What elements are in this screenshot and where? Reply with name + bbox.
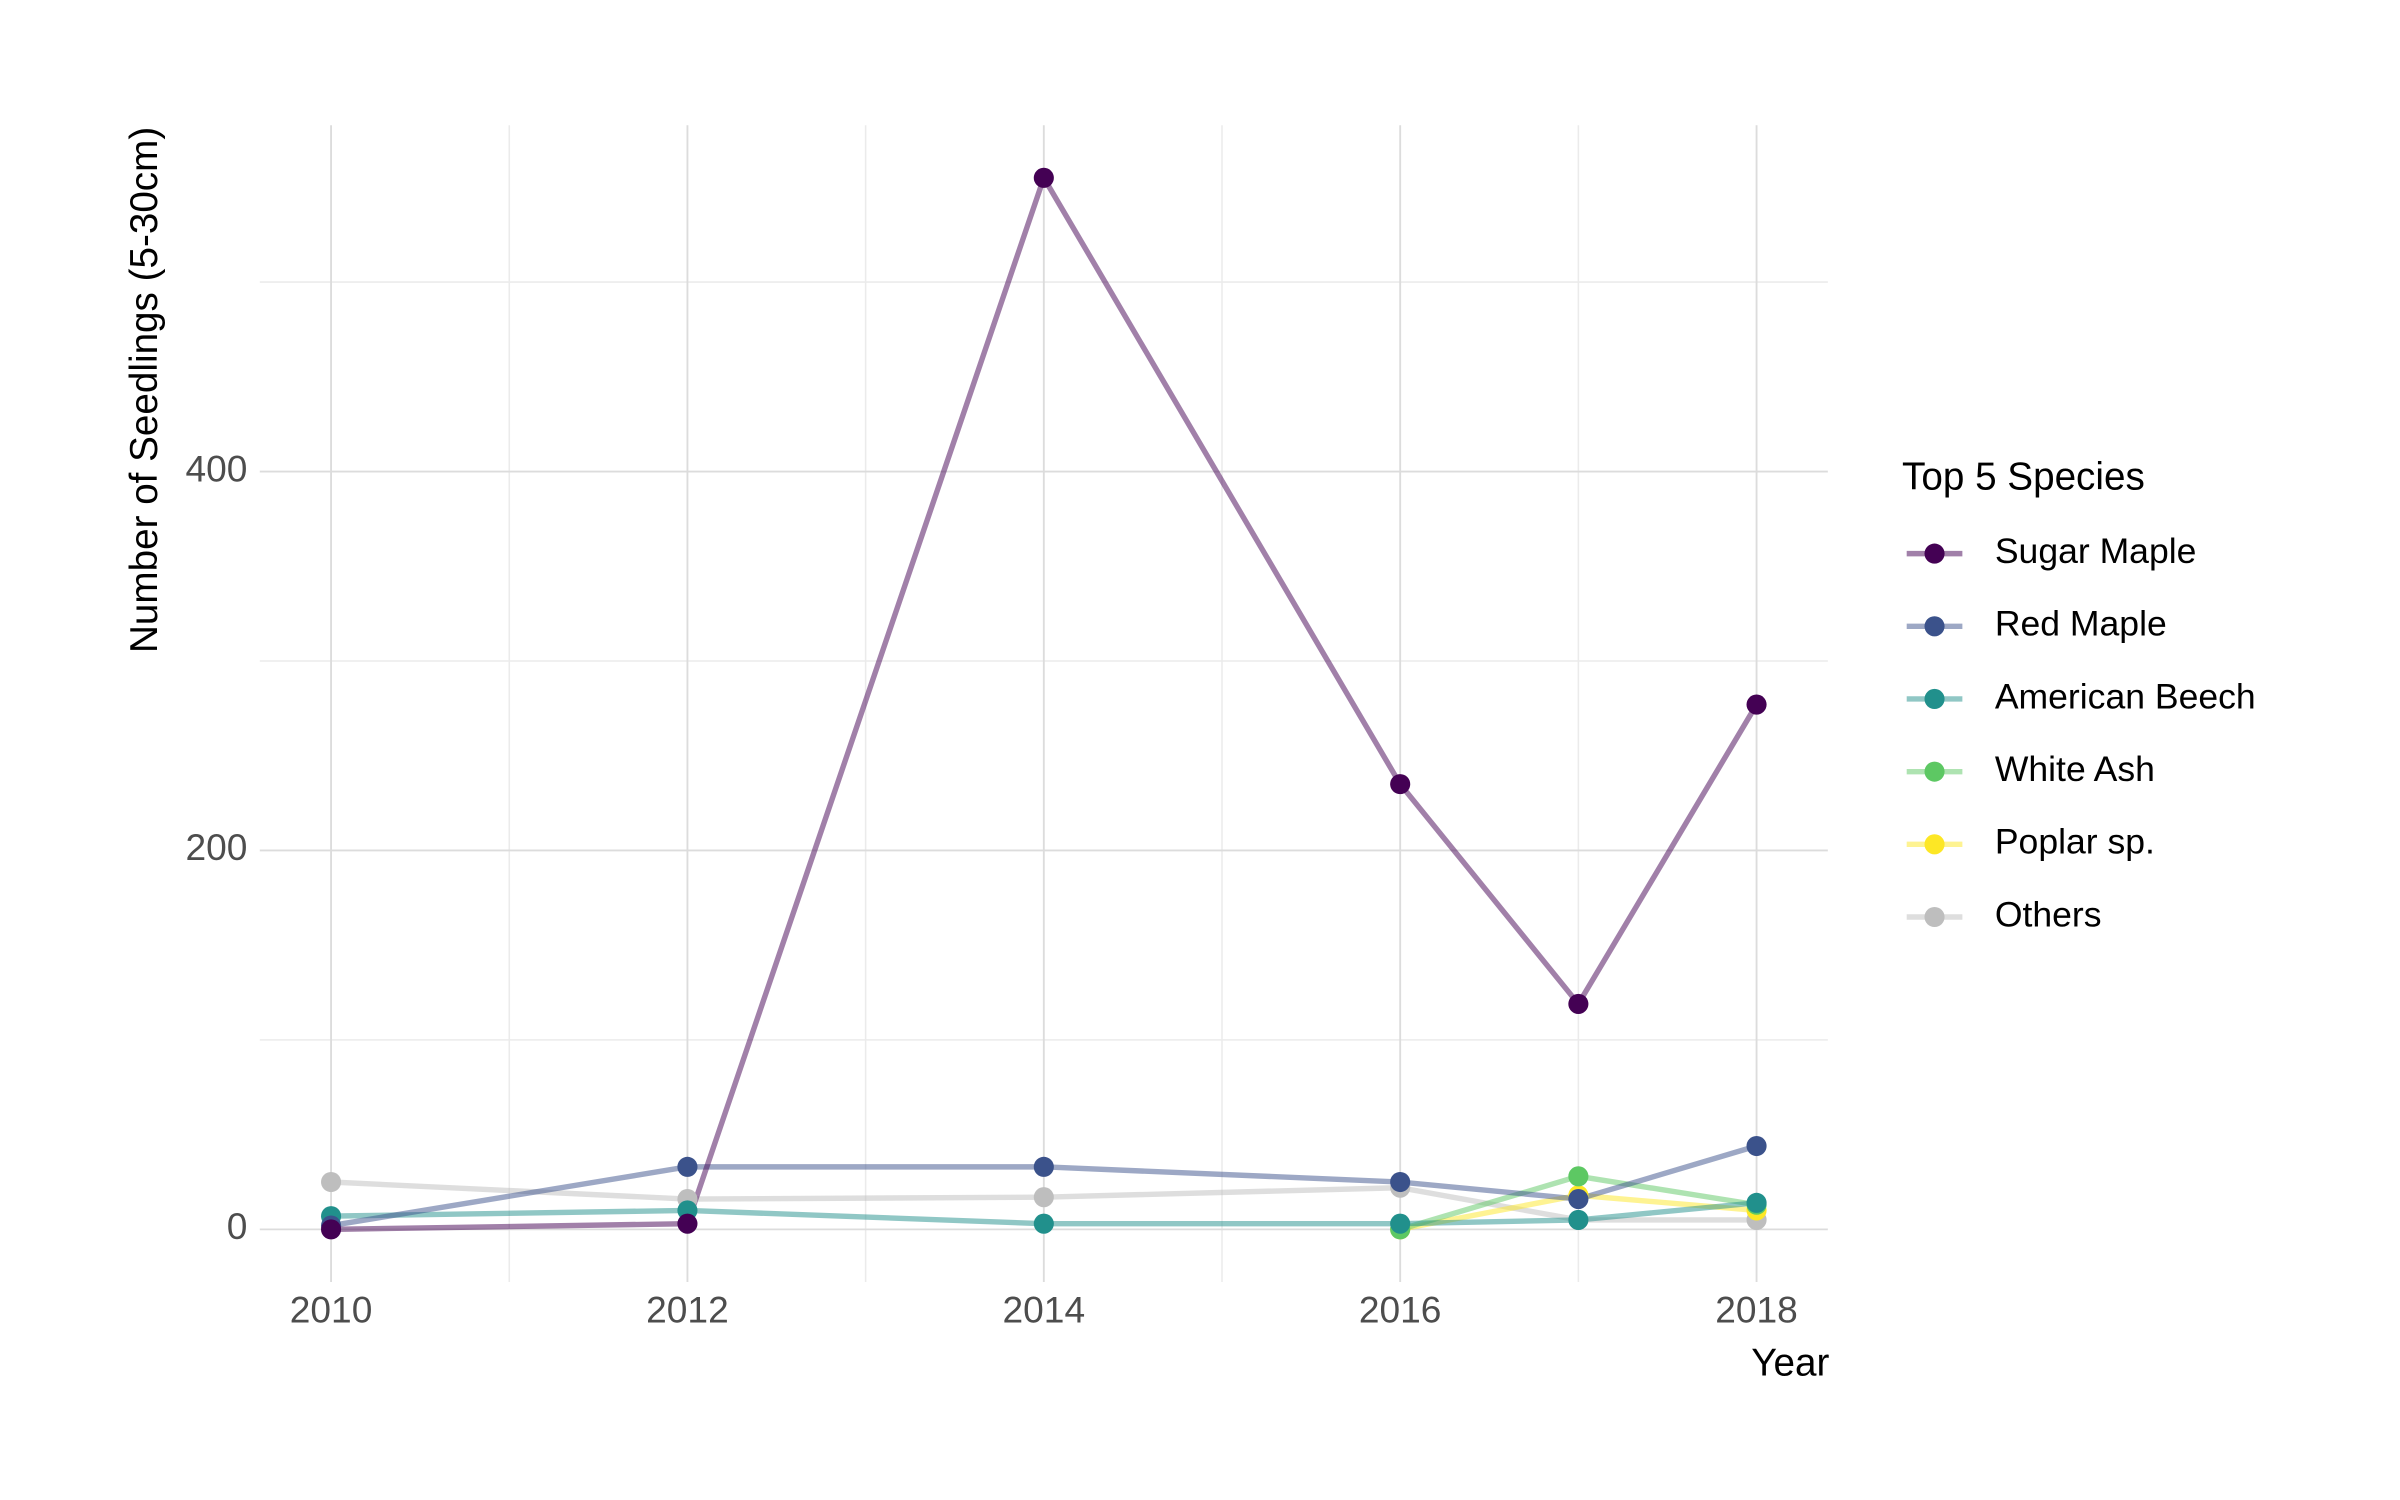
data-point <box>1746 1135 1767 1157</box>
data-point <box>1033 167 1054 188</box>
legend-label: Poplar sp. <box>1995 822 2155 862</box>
data-point <box>321 1171 342 1193</box>
data-point <box>677 1213 698 1234</box>
legend-key-point <box>1924 906 1945 928</box>
legend-key-point <box>1924 616 1945 637</box>
series-line <box>330 1143 1758 1229</box>
marks <box>321 167 1767 1240</box>
x-tick-label: 2010 <box>290 1289 373 1331</box>
legend-label: Red Maple <box>1995 604 2167 644</box>
legend-key-point <box>1924 834 1945 855</box>
x-tick-label: 2018 <box>1715 1289 1798 1331</box>
series-line <box>331 1200 1757 1227</box>
legend-key-point <box>1924 543 1945 564</box>
x-tick-label: 2012 <box>646 1289 729 1331</box>
grid <box>259 125 1828 1282</box>
y-tick-label: 200 <box>186 826 248 868</box>
data-point <box>677 1156 698 1177</box>
y-tick-label: 0 <box>227 1205 248 1247</box>
data-point <box>1568 1166 1589 1187</box>
data-point <box>1746 1192 1767 1213</box>
x-tick-label: 2014 <box>1003 1289 1086 1331</box>
x-tick-label: 2016 <box>1359 1289 1442 1331</box>
legend-key-point <box>1924 688 1945 710</box>
data-point <box>1390 1171 1411 1193</box>
legend-key-point <box>1924 761 1945 782</box>
data-point <box>1033 1213 1054 1234</box>
series-line <box>330 1179 1757 1223</box>
legend-label: Sugar Maple <box>1995 531 2197 571</box>
x-axis-label: Year <box>1751 1342 1829 1385</box>
data-point <box>1390 774 1411 795</box>
y-tick-label: 400 <box>186 447 248 489</box>
series-line <box>331 171 1759 1233</box>
legend-label: Others <box>1995 894 2102 934</box>
data-point <box>1568 1189 1589 1210</box>
legend-title: Top 5 Species <box>1902 456 2145 499</box>
data-point <box>1568 1209 1589 1230</box>
legend-label: White Ash <box>1995 749 2155 789</box>
data-point <box>1568 993 1589 1014</box>
data-point <box>1033 1156 1054 1177</box>
y-axis-label: Number of Seedlings (5-30cm) <box>123 127 166 653</box>
data-point <box>1390 1213 1411 1234</box>
legend-label: American Beech <box>1995 676 2256 716</box>
data-point <box>1033 1187 1054 1208</box>
data-point <box>321 1219 342 1240</box>
data-point <box>1746 694 1767 715</box>
